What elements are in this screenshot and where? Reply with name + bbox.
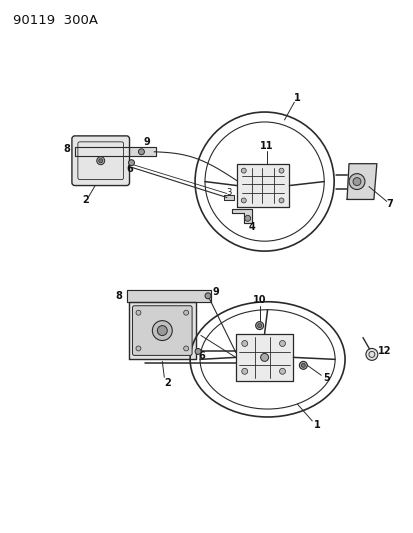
Text: 90119  300A: 90119 300A: [13, 14, 98, 27]
Circle shape: [152, 321, 172, 341]
Circle shape: [135, 346, 140, 351]
Text: 9: 9: [212, 287, 219, 297]
Circle shape: [204, 293, 211, 299]
Text: 12: 12: [377, 346, 391, 357]
Polygon shape: [223, 196, 233, 200]
Polygon shape: [231, 209, 251, 223]
Text: 10: 10: [252, 295, 266, 305]
Text: 6: 6: [198, 351, 205, 361]
Text: 2: 2: [164, 378, 170, 388]
FancyBboxPatch shape: [72, 136, 129, 185]
Circle shape: [352, 177, 360, 185]
Circle shape: [241, 341, 247, 346]
Circle shape: [348, 174, 364, 190]
Text: 2: 2: [82, 196, 89, 205]
FancyBboxPatch shape: [132, 306, 192, 356]
Text: 11: 11: [259, 141, 273, 151]
Text: 8: 8: [115, 291, 122, 301]
Text: 1: 1: [293, 93, 300, 103]
Circle shape: [241, 198, 246, 203]
Circle shape: [135, 310, 140, 315]
Circle shape: [279, 341, 285, 346]
Circle shape: [299, 361, 306, 369]
Circle shape: [195, 349, 201, 354]
Text: 1: 1: [313, 420, 320, 430]
Circle shape: [257, 324, 261, 328]
Circle shape: [98, 159, 102, 163]
Circle shape: [183, 310, 188, 315]
Circle shape: [241, 168, 246, 173]
Circle shape: [97, 157, 104, 165]
Text: 6: 6: [126, 164, 133, 174]
Text: 7: 7: [385, 199, 392, 209]
Polygon shape: [346, 164, 376, 199]
Circle shape: [183, 346, 188, 351]
Polygon shape: [75, 147, 156, 156]
Circle shape: [278, 168, 283, 173]
Text: 4: 4: [248, 222, 254, 232]
Polygon shape: [236, 164, 289, 207]
Circle shape: [255, 321, 263, 329]
Text: 8: 8: [63, 144, 70, 154]
Text: 3: 3: [225, 188, 231, 197]
Polygon shape: [235, 334, 293, 381]
Circle shape: [128, 160, 134, 166]
Polygon shape: [126, 290, 211, 302]
Circle shape: [157, 326, 167, 336]
Circle shape: [278, 198, 283, 203]
Circle shape: [301, 364, 305, 367]
Circle shape: [365, 349, 377, 360]
Text: 5: 5: [322, 373, 329, 383]
Polygon shape: [128, 302, 196, 359]
Circle shape: [138, 149, 144, 155]
Circle shape: [260, 353, 268, 361]
Text: 9: 9: [142, 137, 150, 147]
Circle shape: [279, 368, 285, 374]
Circle shape: [244, 215, 250, 221]
Circle shape: [241, 368, 247, 374]
